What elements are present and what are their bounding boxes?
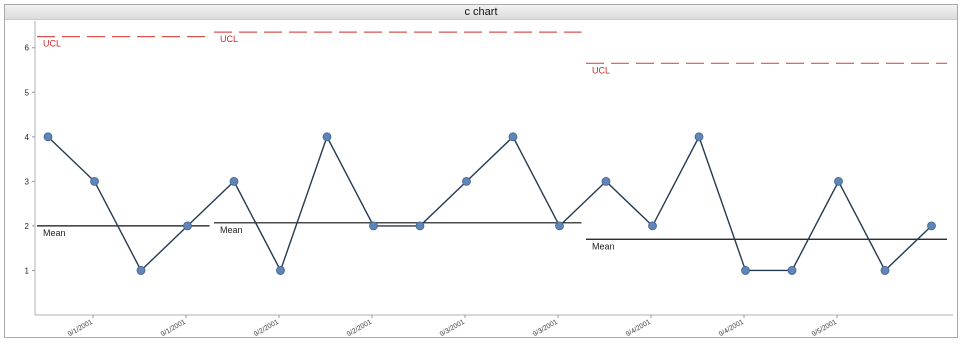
data-point [136, 266, 146, 275]
data-point [694, 132, 704, 142]
x-tick-label: 9/3/2001 [532, 319, 559, 337]
data-point [43, 132, 53, 142]
y-tick-label: 2 [25, 222, 30, 231]
data-point [276, 266, 285, 275]
mean-label: Mean [220, 225, 243, 235]
series-line [47, 136, 188, 272]
data-point [555, 221, 564, 231]
data-point [90, 176, 99, 186]
c-chart-plot: 1 2 3 4 5 6 9/1/2001 9/1/2001 9/2/2001 9/2/2001 9/… [25, 21, 953, 337]
ucl-label: UCL [220, 34, 238, 44]
data-point [601, 176, 611, 186]
data-point [369, 221, 378, 231]
data-point [508, 132, 518, 142]
x-tick-label: 9/4/2001 [718, 319, 745, 337]
series-line [605, 135, 932, 272]
x-tick-label: 9/5/2001 [811, 319, 838, 337]
x-tick-label: 9/2/2001 [346, 319, 373, 337]
data-point [834, 176, 843, 186]
data-point [787, 266, 797, 275]
series-line [233, 135, 561, 273]
data-point [229, 176, 239, 186]
control-limits: UCL Mean UCL Mean UCL Mean [37, 31, 947, 251]
series-line-connector [187, 180, 235, 227]
y-tick-label: 1 [25, 266, 30, 275]
y-tick-label: 5 [25, 88, 30, 97]
x-tick-label: 9/1/2001 [67, 319, 94, 337]
data-series [43, 132, 936, 275]
chart-window: c chart 1 2 3 4 5 6 9/1/2001 9/1/2001 9/2/2001 9/… [4, 4, 958, 338]
data-point [462, 176, 471, 186]
ucl-label: UCL [592, 65, 610, 75]
mean-label: Mean [43, 228, 66, 238]
axes: 1 2 3 4 5 6 9/1/2001 9/1/2001 9/2/2001 9/2/2001 9/… [25, 21, 953, 337]
x-tick-label: 9/3/2001 [439, 319, 466, 337]
data-point [322, 132, 332, 142]
series-line-connector [559, 180, 607, 227]
chart-title: c chart [5, 5, 957, 20]
x-tick-label: 9/1/2001 [160, 319, 187, 337]
data-point [183, 221, 192, 231]
y-tick-label: 3 [25, 177, 30, 186]
data-point [880, 266, 890, 275]
data-point [415, 221, 425, 231]
ucl-label: UCL [43, 39, 61, 49]
mean-label: Mean [592, 241, 615, 251]
x-tick-label: 9/4/2001 [625, 319, 652, 337]
x-tick-label: 9/2/2001 [253, 319, 280, 337]
data-point [741, 266, 750, 275]
data-point [927, 221, 936, 231]
data-point [648, 221, 657, 231]
y-tick-label: 4 [25, 133, 30, 142]
y-tick-label: 6 [25, 44, 30, 53]
